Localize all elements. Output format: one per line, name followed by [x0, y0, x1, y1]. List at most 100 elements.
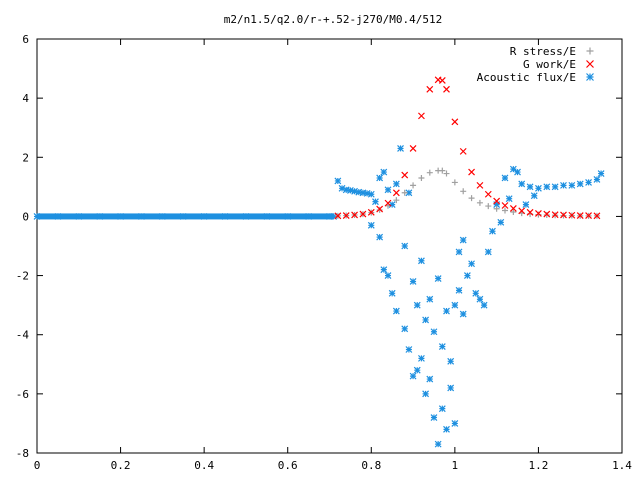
- chart-title: m2/n1.5/q2.0/r-+.52-j270/M0.4/512: [224, 13, 443, 26]
- series-0: [334, 167, 600, 219]
- data-point-acoustic-flux: [518, 180, 526, 188]
- legend-label: G work/E: [523, 58, 576, 71]
- y-tick-label: 2: [22, 151, 29, 164]
- y-tick-label: -4: [16, 329, 30, 342]
- data-point-g-work: [476, 181, 484, 189]
- data-point-acoustic-flux: [451, 301, 459, 309]
- data-point-acoustic-flux: [367, 221, 375, 229]
- data-point-r-stress: [443, 170, 450, 177]
- data-point-acoustic-flux: [405, 189, 413, 197]
- data-point-acoustic-flux: [363, 189, 371, 197]
- acoustic-flat-band: [37, 213, 334, 220]
- data-point-acoustic-flux: [514, 168, 521, 176]
- legend-marker: [586, 60, 594, 68]
- data-point-acoustic-flux: [372, 198, 379, 206]
- data-point-g-work: [438, 76, 446, 84]
- x-tick-label: 1: [452, 459, 459, 472]
- data-point-acoustic-flux: [576, 180, 584, 188]
- data-point-acoustic-flux: [388, 201, 396, 209]
- data-point-g-work: [376, 205, 384, 213]
- legend-marker: [586, 73, 594, 81]
- data-point-acoustic-flux: [497, 218, 505, 226]
- data-point-g-work: [526, 208, 534, 216]
- data-point-acoustic-flux: [484, 248, 492, 256]
- data-point-g-work: [543, 210, 551, 218]
- series-2: [33, 144, 605, 448]
- data-point-acoustic-flux: [351, 187, 358, 195]
- data-point-acoustic-flux: [568, 181, 576, 189]
- data-point-acoustic-flux: [493, 201, 501, 209]
- data-point-acoustic-flux: [480, 301, 488, 309]
- data-point-acoustic-flux: [530, 192, 538, 200]
- x-tick-label: 0.4: [194, 459, 214, 472]
- data-point-g-work: [384, 199, 392, 207]
- data-point-acoustic-flux: [509, 165, 517, 173]
- plot-border: [36, 38, 623, 454]
- data-point-g-work: [334, 212, 342, 220]
- data-point-acoustic-flux: [355, 188, 363, 196]
- data-point-g-work: [367, 208, 375, 216]
- data-point-acoustic-flux: [455, 286, 463, 294]
- data-point-acoustic-flux: [392, 180, 400, 188]
- y-tick-label: 4: [22, 92, 29, 105]
- y-tick-label: -6: [16, 388, 29, 401]
- data-point-r-stress: [460, 188, 467, 195]
- data-point-acoustic-flux: [405, 346, 413, 353]
- data-point-g-work: [392, 189, 400, 197]
- data-point-g-work: [585, 212, 592, 219]
- data-point-g-work: [509, 205, 517, 212]
- data-point-r-stress: [543, 211, 550, 218]
- data-point-acoustic-flux: [501, 174, 509, 182]
- data-point-acoustic-flux: [505, 195, 513, 203]
- data-point-acoustic-flux: [438, 343, 446, 350]
- data-point-r-stress: [376, 206, 383, 213]
- data-point-g-work: [409, 144, 417, 152]
- data-point-acoustic-flux: [392, 307, 400, 315]
- data-point-acoustic-flux: [434, 440, 442, 448]
- data-point-g-work: [418, 112, 425, 120]
- data-point-acoustic-flux: [426, 295, 434, 303]
- data-point-g-work: [359, 210, 367, 218]
- legend-marker: [586, 47, 594, 55]
- data-point-acoustic-flux: [463, 272, 471, 279]
- x-tick-label: 0.6: [278, 459, 298, 472]
- data-point-g-work: [351, 211, 358, 219]
- data-point-acoustic-flux: [418, 354, 425, 362]
- data-point-acoustic-flux: [413, 366, 421, 374]
- data-point-acoustic-flux: [413, 301, 421, 309]
- data-point-g-work: [493, 197, 501, 205]
- data-point-acoustic-flux: [330, 213, 338, 220]
- data-point-acoustic-flux: [438, 405, 446, 413]
- data-point-acoustic-flux: [422, 316, 430, 324]
- data-point-acoustic-flux: [384, 272, 392, 279]
- data-point-r-stress: [393, 197, 400, 204]
- data-point-acoustic-flux: [560, 181, 567, 189]
- y-tick-label: 6: [22, 33, 29, 46]
- data-point-acoustic-flux: [455, 248, 463, 256]
- data-point-r-stress: [502, 207, 508, 214]
- data-point-acoustic-flux: [397, 144, 404, 152]
- data-point-acoustic-flux: [380, 168, 388, 176]
- legend-label: R stress/E: [510, 45, 576, 58]
- plot-area: [33, 76, 605, 448]
- data-point-r-stress: [485, 203, 492, 210]
- data-point-acoustic-flux: [346, 186, 354, 194]
- data-point-g-work: [535, 210, 542, 217]
- x-tick-label: 0.2: [111, 459, 131, 472]
- data-point-r-stress: [510, 208, 517, 215]
- data-point-acoustic-flux: [597, 170, 605, 177]
- data-point-acoustic-flux: [418, 257, 425, 265]
- data-point-g-work: [518, 207, 526, 215]
- data-point-acoustic-flux: [338, 184, 346, 192]
- data-point-r-stress: [476, 199, 483, 206]
- data-point-acoustic-flux: [468, 260, 475, 268]
- data-point-acoustic-flux: [430, 414, 438, 421]
- data-point-g-work: [568, 211, 576, 219]
- data-point-r-stress: [418, 174, 425, 181]
- data-point-r-stress: [426, 169, 433, 176]
- y-tick-label: -2: [16, 270, 29, 283]
- x-tick-label: 0.8: [361, 459, 381, 472]
- data-point-acoustic-flux: [459, 310, 467, 318]
